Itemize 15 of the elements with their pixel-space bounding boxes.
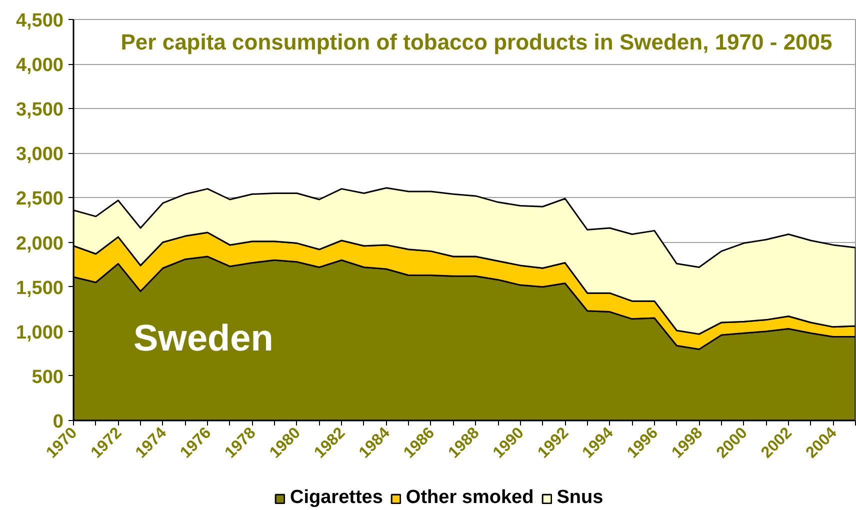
legend-label: Cigarettes <box>290 487 383 509</box>
y-tick-label: 3,000 <box>16 144 64 166</box>
y-tick-label: 0 <box>52 412 64 432</box>
legend-label: Other smoked <box>406 487 534 509</box>
y-tick-label: 4,500 <box>16 10 64 32</box>
y-tick-label: 500 <box>32 366 64 388</box>
text: Per capita consumption of tobacco products in Sweden, 1970 - 2005 <box>120 30 832 54</box>
y-tick-label: 2,000 <box>16 233 64 254</box>
y-tick-label: 2,500 <box>16 188 64 210</box>
legend-label: Snus <box>556 487 604 509</box>
y-tick-label: 1,500 <box>16 278 64 299</box>
y-tick-label: 3,500 <box>16 100 64 121</box>
y-tick-label: 1,000 <box>16 322 64 344</box>
y-tick-label: 4,000 <box>16 55 64 76</box>
annotation: Sweden <box>134 318 274 358</box>
